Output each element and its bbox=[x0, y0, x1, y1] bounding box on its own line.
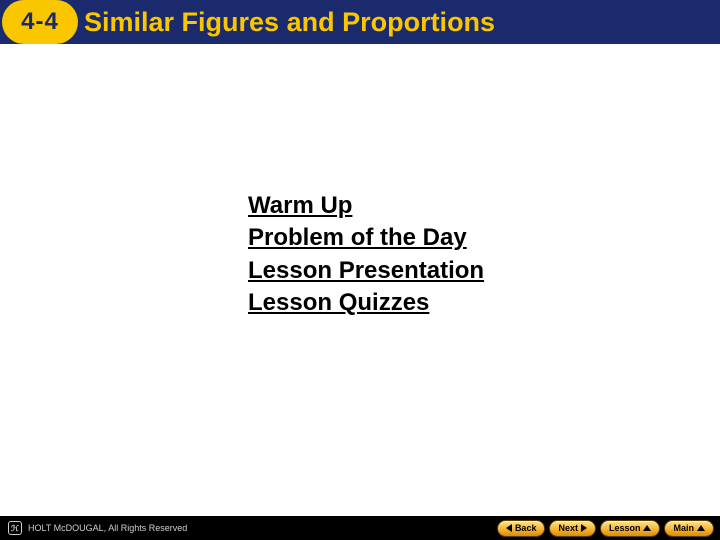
copyright-text: HOLT McDOUGAL, All Rights Reserved bbox=[28, 523, 187, 533]
main-button-label: Main bbox=[673, 523, 694, 533]
link-warm-up[interactable]: Warm Up bbox=[248, 190, 484, 222]
next-button[interactable]: Next bbox=[549, 520, 596, 537]
publisher-logo-icon: ℋ bbox=[8, 521, 22, 535]
lesson-button[interactable]: Lesson bbox=[600, 520, 661, 537]
section-links: Warm Up Problem of the Day Lesson Presen… bbox=[248, 190, 484, 320]
nav-buttons: Back Next Lesson Main bbox=[497, 520, 714, 537]
chevron-right-icon bbox=[581, 524, 587, 532]
brand-text: HOLT McDOUGAL, bbox=[28, 523, 106, 533]
rights-text: All Rights Reserved bbox=[108, 523, 187, 533]
next-button-label: Next bbox=[558, 523, 578, 533]
header-bar: 4-4 Similar Figures and Proportions bbox=[0, 0, 720, 44]
copyright: ℋ HOLT McDOUGAL, All Rights Reserved bbox=[8, 521, 187, 535]
link-lesson-quizzes[interactable]: Lesson Quizzes bbox=[248, 287, 484, 319]
chevron-up-icon bbox=[697, 525, 705, 531]
chevron-left-icon bbox=[506, 524, 512, 532]
lesson-title: Similar Figures and Proportions bbox=[84, 7, 495, 38]
lesson-number-pill: 4-4 bbox=[2, 0, 78, 44]
main-button[interactable]: Main bbox=[664, 520, 714, 537]
lesson-button-label: Lesson bbox=[609, 523, 641, 533]
link-lesson-presentation[interactable]: Lesson Presentation bbox=[248, 255, 484, 287]
footer-bar: ℋ HOLT McDOUGAL, All Rights Reserved Bac… bbox=[0, 516, 720, 540]
chevron-up-icon bbox=[643, 525, 651, 531]
back-button[interactable]: Back bbox=[497, 520, 546, 537]
back-button-label: Back bbox=[515, 523, 537, 533]
link-problem-of-the-day[interactable]: Problem of the Day bbox=[248, 222, 484, 254]
